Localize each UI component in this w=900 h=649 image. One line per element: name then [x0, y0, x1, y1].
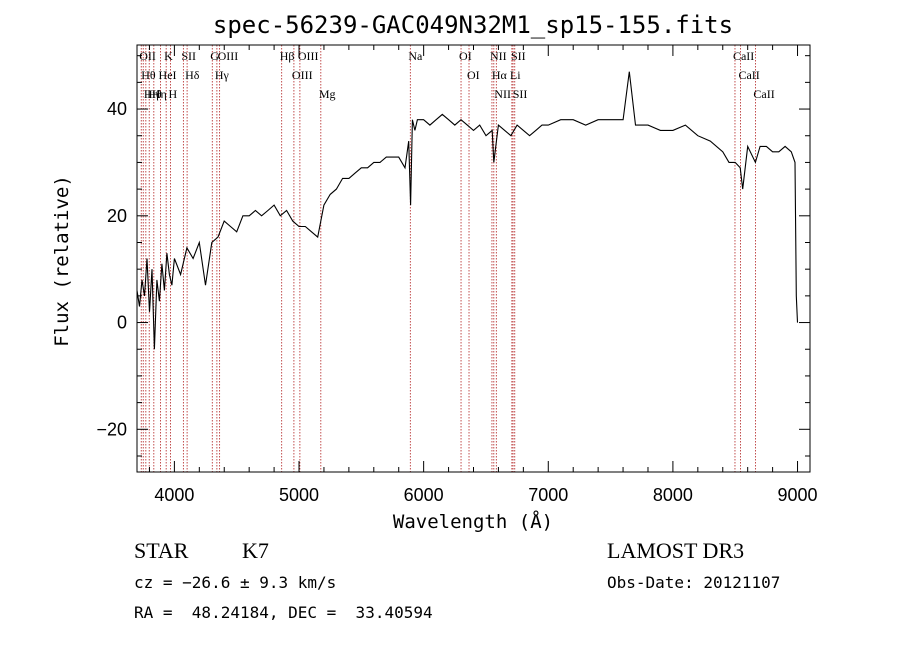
line-label-24: SII [511, 49, 526, 63]
x-axis: 4000 5000 6000 7000 8000 9000 [148, 45, 818, 505]
spectrum-series-line [136, 71, 799, 350]
line-label-20: NII [490, 49, 507, 63]
line-label-23: Li [510, 68, 521, 82]
object-class: STAR [134, 538, 189, 563]
redshift-text: cz = −26.6 ± 9.3 km/s [134, 573, 337, 592]
line-label-10: G [210, 49, 219, 63]
line-label-28: CaII [753, 87, 774, 101]
line-label-4: Hη [152, 87, 167, 101]
chart-title: spec-56239-GAC049N32M1_sp15-155.fits [213, 11, 733, 39]
object-subclass: K7 [242, 538, 269, 563]
line-label-17: Na [408, 49, 423, 63]
line-label-13: Hβ [280, 49, 295, 63]
x-tick-label: 6000 [404, 485, 444, 505]
line-label-7: H [169, 87, 178, 101]
line-label-15: OIII [298, 49, 319, 63]
line-label-19: OI [467, 68, 480, 82]
line-label-11: Hγ [215, 68, 230, 82]
line-label-8: SII [181, 49, 196, 63]
y-axis: −20 0 20 40 [96, 55, 810, 457]
line-label-0: OII [139, 49, 156, 63]
line-label-5: HeI [159, 68, 177, 82]
emission-line-markers [140, 45, 756, 472]
line-label-12: OIII [218, 49, 239, 63]
line-label-22: NII [494, 87, 511, 101]
line-label-2: Hη [144, 87, 159, 101]
line-label-25: SII [513, 87, 528, 101]
obs-date: Obs-Date: 20121107 [607, 573, 781, 592]
line-label-18: OI [459, 49, 472, 63]
line-label-26: CaII [733, 49, 754, 63]
line-label-16: Mg [319, 87, 336, 101]
line-label-3: Hθ [147, 87, 162, 101]
x-tick-label: 8000 [653, 485, 693, 505]
y-tick-label: 0 [117, 313, 127, 333]
x-tick-label: 7000 [528, 485, 568, 505]
y-tick-label: 40 [107, 99, 127, 119]
x-tick-label: 5000 [279, 485, 319, 505]
line-label-21: Hα [492, 68, 508, 82]
coordinates-text: RA = 48.24184, DEC = 33.40594 [134, 603, 433, 622]
line-label-27: CaII [738, 68, 759, 82]
y-axis-label: Flux (relative) [51, 175, 73, 347]
plot-frame [136, 44, 811, 473]
x-axis-label: Wavelength (Å) [393, 510, 553, 533]
survey-name: LAMOST DR3 [607, 538, 745, 563]
y-tick-label: 20 [107, 206, 127, 226]
line-label-14: OIII [292, 68, 313, 82]
line-label-6: K [164, 49, 173, 63]
x-tick-label: 4000 [154, 485, 194, 505]
x-tick-label: 9000 [778, 485, 818, 505]
line-label-9: Hδ [185, 68, 200, 82]
y-tick-label: −20 [96, 419, 127, 439]
line-label-1: Hθ [141, 68, 156, 82]
